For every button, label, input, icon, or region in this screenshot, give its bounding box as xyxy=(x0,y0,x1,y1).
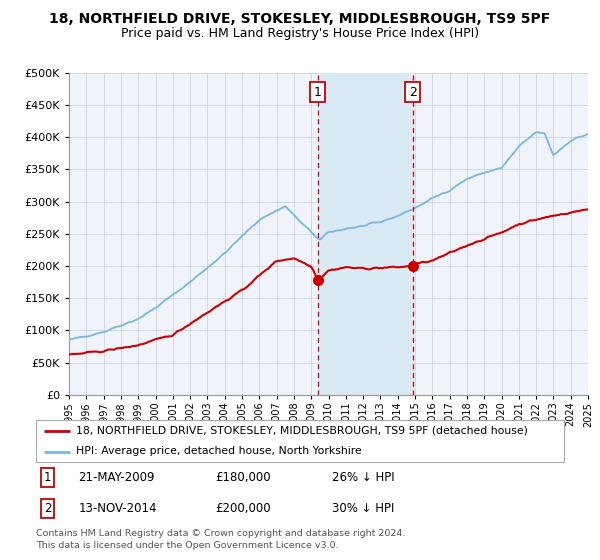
Text: 21-MAY-2009: 21-MAY-2009 xyxy=(78,471,155,484)
Text: HPI: Average price, detached house, North Yorkshire: HPI: Average price, detached house, Nort… xyxy=(76,446,361,456)
Text: 30% ↓ HPI: 30% ↓ HPI xyxy=(332,502,394,515)
Text: 1: 1 xyxy=(44,471,52,484)
Text: 2: 2 xyxy=(409,86,416,99)
Text: 18, NORTHFIELD DRIVE, STOKESLEY, MIDDLESBROUGH, TS9 5PF (detached house): 18, NORTHFIELD DRIVE, STOKESLEY, MIDDLES… xyxy=(76,426,527,436)
Text: 18, NORTHFIELD DRIVE, STOKESLEY, MIDDLESBROUGH, TS9 5PF: 18, NORTHFIELD DRIVE, STOKESLEY, MIDDLES… xyxy=(49,12,551,26)
FancyBboxPatch shape xyxy=(36,420,564,462)
Text: 26% ↓ HPI: 26% ↓ HPI xyxy=(332,471,394,484)
Text: Price paid vs. HM Land Registry's House Price Index (HPI): Price paid vs. HM Land Registry's House … xyxy=(121,27,479,40)
Bar xyxy=(318,73,413,395)
Text: This data is licensed under the Open Government Licence v3.0.: This data is licensed under the Open Gov… xyxy=(36,541,338,550)
Text: 2: 2 xyxy=(44,502,52,515)
Text: £180,000: £180,000 xyxy=(215,471,271,484)
Text: 13-NOV-2014: 13-NOV-2014 xyxy=(78,502,157,515)
Text: £200,000: £200,000 xyxy=(215,502,271,515)
Text: Contains HM Land Registry data © Crown copyright and database right 2024.: Contains HM Land Registry data © Crown c… xyxy=(36,529,406,538)
Text: 1: 1 xyxy=(314,86,322,99)
